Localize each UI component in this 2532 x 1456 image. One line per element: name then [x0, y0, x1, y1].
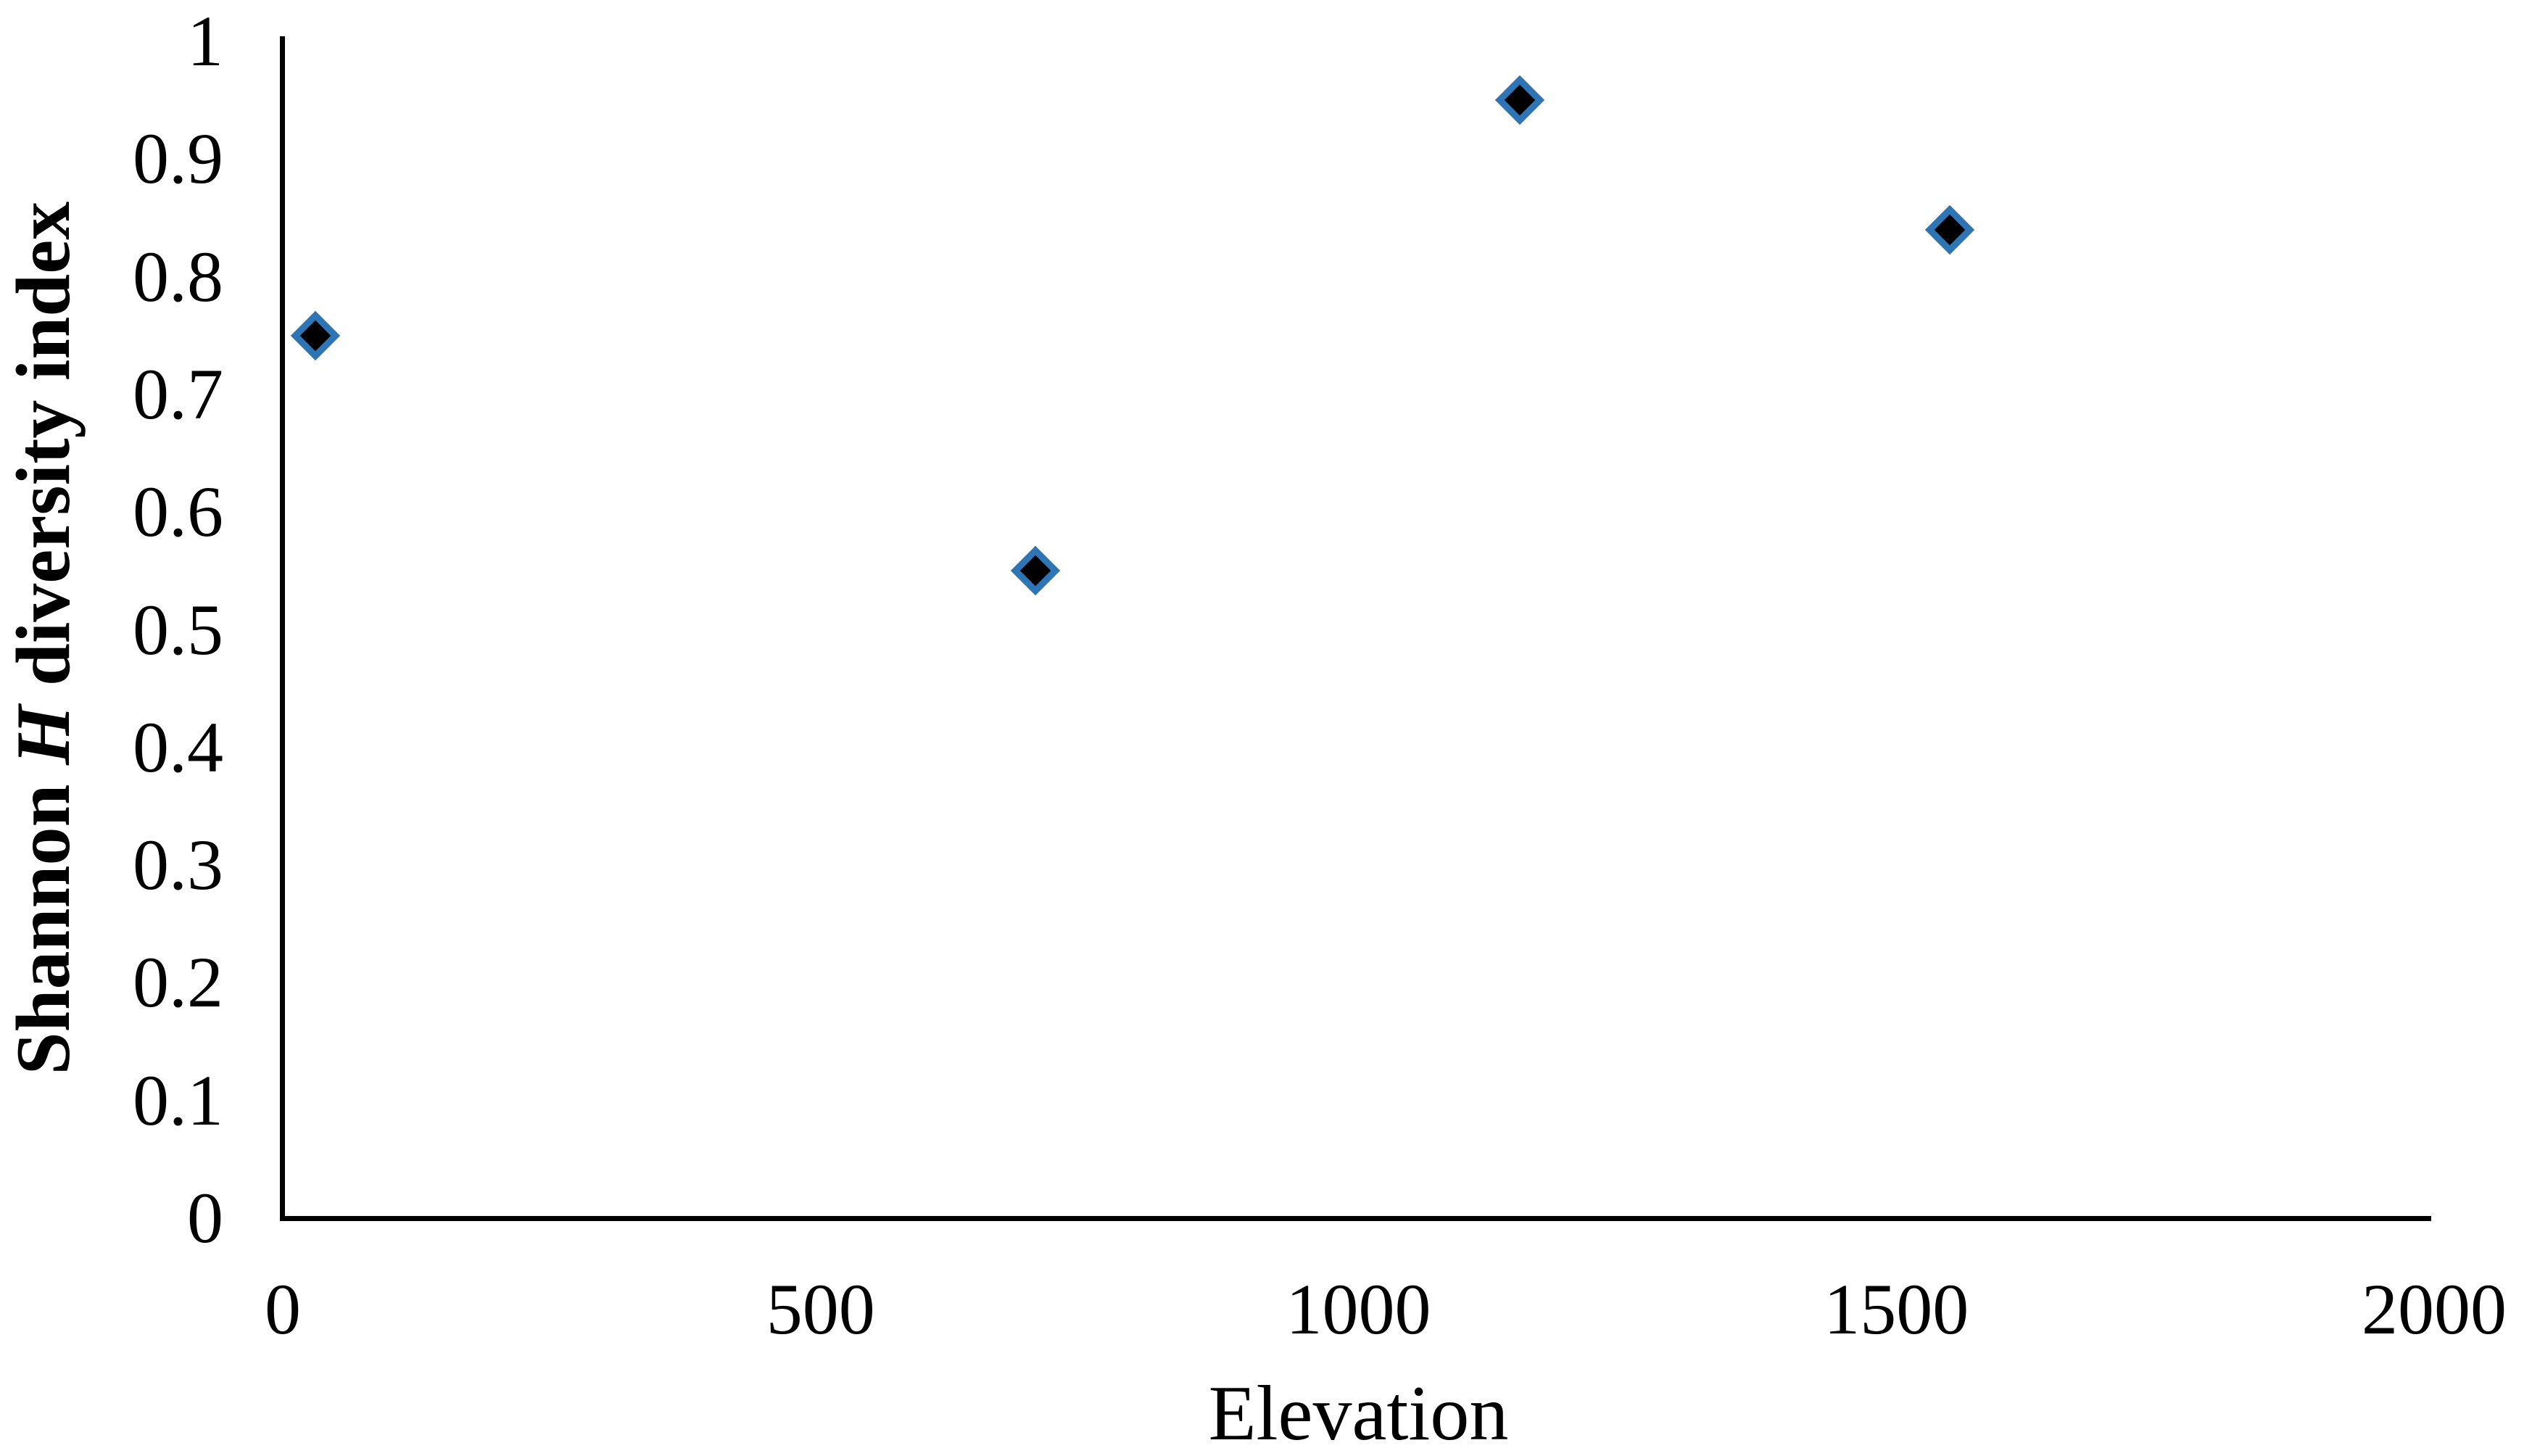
y-axis-title-prefix: Shannon: [1, 765, 86, 1075]
y-tick-label: 0.9: [133, 118, 223, 199]
y-tick-label: 0.5: [133, 589, 223, 670]
x-tick-label: 0: [265, 1269, 301, 1349]
data-point: [290, 310, 340, 360]
data-point: [1925, 204, 1975, 255]
data-point: [1495, 75, 1544, 125]
y-axis-line: [280, 36, 285, 1221]
x-tick-label: 500: [766, 1269, 875, 1349]
x-tick-label: 1000: [1286, 1269, 1431, 1349]
y-tick-label: 0.3: [133, 824, 223, 906]
x-tick-label: 1500: [1824, 1269, 1969, 1349]
y-tick-label: 0.8: [133, 236, 223, 317]
y-tick-label: 0: [187, 1178, 223, 1258]
x-axis-title: Elevation: [1208, 1370, 1509, 1456]
x-axis-line: [280, 1216, 2431, 1221]
y-tick-label: 0.1: [133, 1059, 223, 1141]
data-point: [1011, 546, 1061, 596]
y-tick-label: 0.4: [133, 706, 223, 787]
y-tick-label: 1: [187, 1, 223, 81]
y-tick-label: 0.2: [133, 942, 223, 1023]
y-tick-label: 0.7: [133, 353, 223, 434]
y-tick-label: 0.6: [133, 471, 223, 553]
x-tick-label: 2000: [2362, 1269, 2507, 1349]
